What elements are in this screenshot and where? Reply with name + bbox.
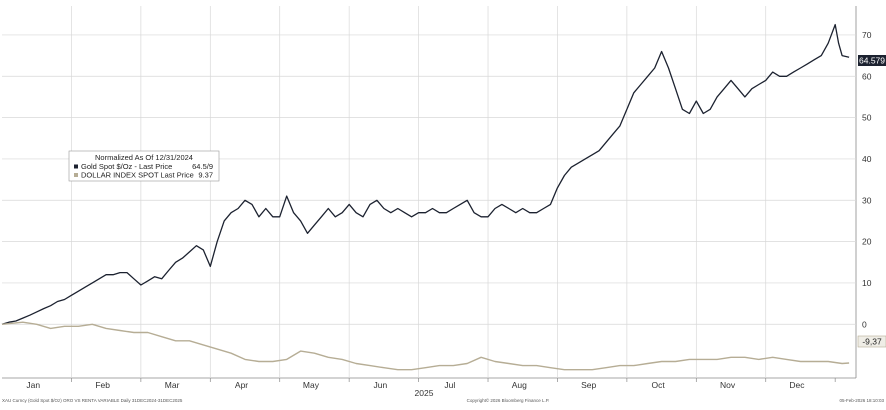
footer-center: Copyright© 2026 Bloomberg Finance L.P. [467,397,550,403]
series-layer [1,23,850,371]
y-tick-label: 60 [862,71,872,81]
legend-value-dollar: 9.37 [198,171,213,180]
gold-end-label: 64.579 [859,56,885,66]
y-tick-label: 0 [862,319,867,329]
x-tick-label: Feb [95,380,110,390]
legend-swatch-gold [74,164,78,169]
x-tick-label: Nov [720,380,736,390]
x-tick-label: Sep [581,380,596,390]
grid-layer [2,6,857,379]
x-tick-label: Dec [789,380,805,390]
series-line-gold [1,23,850,325]
legend-swatch-dollar [74,173,78,177]
series-line-dollar [1,321,850,371]
y-tick-label: 50 [862,113,872,123]
dollar-end-label-box [857,335,886,348]
legend: Normalized As Of 12/31/2024 Gold Spot $/… [68,150,220,182]
x-tick-label: Jul [444,380,455,390]
legend-label-gold: Gold Spot $/Oz - Last Price [81,162,172,171]
x-tick-label: Mar [165,380,180,390]
y-tick-label: 20 [862,237,872,247]
y-axis: 70 60 50 40 30 20 10 0 [862,30,872,329]
year-label: 2025 [415,388,434,398]
legend-value-gold: 64.5/9 [192,162,213,171]
x-axis: Jan Feb Mar Apr May Jun Jul Aug Sep Oct Nov Dec [26,378,836,390]
gold-end-label-box [858,55,886,66]
x-tick-label: Apr [235,380,248,390]
legend-box [68,150,220,182]
legend-label-dollar: DOLLAR INDEX SPOT Last Price [81,171,194,180]
end-labels: 64.579 -9,37 [857,55,886,348]
y-tick-label: 10 [862,278,872,288]
footer-left: XAU Curncy (Gold Spot $/Oz) ORO VS RENTA… [2,398,183,403]
footer: XAU Curncy (Gold Spot $/Oz) ORO VS RENTA… [2,397,884,403]
x-tick-label: Oct [652,380,666,390]
dollar-end-label: -9,37 [862,337,882,347]
x-tick-label: Aug [512,380,527,390]
y-tick-label: 70 [862,30,872,40]
x-tick-label: May [303,380,320,390]
y-tick-label: 40 [862,154,872,164]
x-tick-label: Jan [26,380,40,390]
footer-right: 05-Feb-2026 18:10:03 [839,398,884,403]
y-tick-label: 30 [862,195,872,205]
legend-title: Normalized As Of 12/31/2024 [95,153,193,162]
x-tick-label: Jun [374,380,388,390]
